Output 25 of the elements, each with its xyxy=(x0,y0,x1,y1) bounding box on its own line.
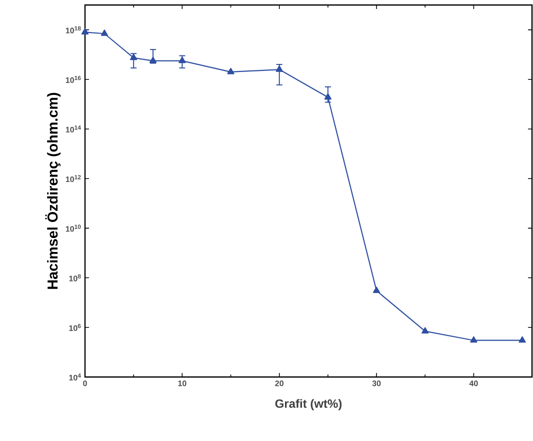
y-tick-label: 10$^{18}$ xyxy=(66,26,81,34)
y-tick-label: 10$^{6}$ xyxy=(69,324,81,331)
point xyxy=(372,286,380,294)
x-tick-label: 0 xyxy=(83,380,87,386)
x-tick-label: 30 xyxy=(372,380,381,386)
point xyxy=(422,327,429,334)
point xyxy=(470,336,478,343)
y-tick-label: 10$^{4}$ xyxy=(69,373,81,380)
point xyxy=(227,68,234,74)
x-tick-label: 40 xyxy=(469,380,478,386)
y-axis-title: Hacimsel Özdirenç (ohm.cm) xyxy=(45,92,61,289)
x-tick-label: 10 xyxy=(178,380,186,386)
y-tick-label: 10$^{12}$ xyxy=(66,175,81,182)
point xyxy=(149,56,157,64)
y-tick-label: 10$^{16}$ xyxy=(66,76,81,83)
point xyxy=(324,93,332,100)
x-tick-label: 20 xyxy=(275,380,284,386)
x-axis-title: Grafit (wt%) xyxy=(275,399,342,410)
y-tick-label: 10$^{8}$ xyxy=(69,274,81,282)
point xyxy=(130,54,138,60)
point xyxy=(81,28,89,34)
point xyxy=(100,30,108,36)
point xyxy=(518,336,526,343)
y-tick-label: 10$^{10}$ xyxy=(66,224,81,232)
y-tick-label: 10$^{14}$ xyxy=(66,125,81,133)
